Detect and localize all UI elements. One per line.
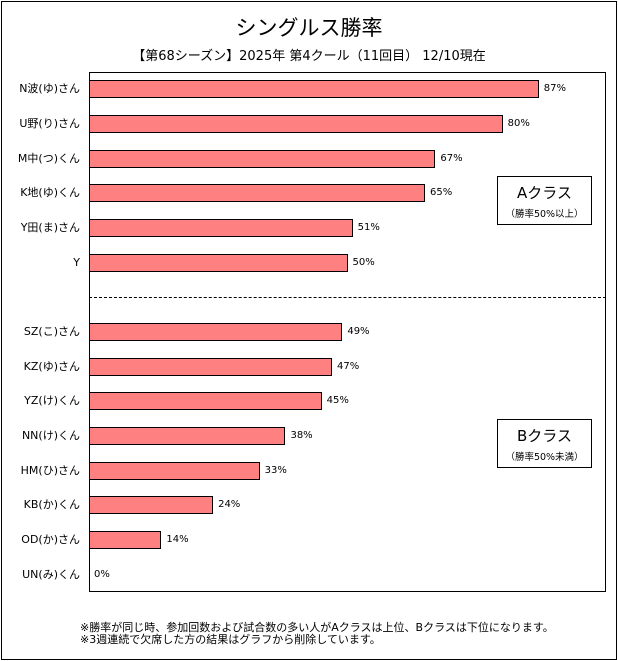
category-label: Y田(ま)さん bbox=[20, 221, 80, 234]
bar bbox=[89, 253, 348, 272]
category-label: UN(み)くん bbox=[22, 567, 80, 581]
category-label: KZ(ゆ)さん bbox=[23, 359, 80, 373]
category-label: KB(か)くん bbox=[23, 498, 80, 512]
category-label: YZ(け)くん bbox=[24, 394, 80, 408]
data-label: 47% bbox=[336, 360, 360, 372]
data-label: 65% bbox=[430, 187, 453, 199]
category-label: N波(ゆ)さん bbox=[19, 82, 80, 96]
class-a-box: Aクラス （勝率50%以上） bbox=[497, 176, 592, 225]
data-label: 33% bbox=[264, 464, 287, 476]
class-a-note: （勝率50%以上） bbox=[505, 209, 584, 220]
category-label: SZ(こ)さん bbox=[23, 325, 80, 338]
category-label: Y bbox=[73, 255, 80, 269]
data-label: 38% bbox=[290, 430, 313, 441]
data-label: 24% bbox=[218, 499, 241, 511]
bar bbox=[89, 427, 286, 445]
bar bbox=[89, 496, 214, 515]
data-label: 67% bbox=[440, 152, 463, 164]
footnote: ※3週連続で欠席した方の結果はグラフから削除しています。 bbox=[80, 633, 381, 646]
bar bbox=[89, 531, 162, 549]
bar bbox=[89, 461, 260, 480]
class-b-box: Bクラス （勝率50%未満） bbox=[497, 418, 592, 468]
class-a-label: Aクラス bbox=[517, 184, 572, 202]
class-divider bbox=[89, 297, 606, 299]
class-b-label: Bクラス bbox=[517, 426, 572, 445]
bar bbox=[89, 184, 426, 203]
bar bbox=[89, 115, 503, 133]
data-label: 50% bbox=[352, 256, 375, 268]
bar bbox=[89, 392, 322, 411]
chart-title: シングルス勝率 bbox=[235, 16, 383, 40]
category-label: M中(つ)くん bbox=[17, 151, 80, 165]
data-label: 14% bbox=[166, 534, 189, 545]
data-label: 87% bbox=[543, 83, 567, 95]
footnote: ※勝率が同じ時、参加回数および試合数の多い人がAクラスは上位、Bクラスは下位にな… bbox=[80, 621, 554, 634]
bar bbox=[89, 149, 436, 168]
chart-subtitle: 【第68シーズン】2025年 第4クール（11回目） 12/10現在 bbox=[132, 49, 486, 64]
category-label: U野(り)さん bbox=[19, 117, 80, 130]
category-label: NN(け)くん bbox=[21, 429, 80, 442]
class-b-note: （勝率50%未満） bbox=[505, 451, 584, 463]
data-label: 80% bbox=[507, 118, 530, 129]
bar bbox=[89, 323, 343, 341]
data-label: 49% bbox=[347, 326, 370, 337]
data-label: 0% bbox=[94, 568, 110, 580]
data-label: 45% bbox=[326, 395, 349, 407]
bar bbox=[89, 357, 332, 376]
bar bbox=[89, 80, 539, 99]
data-label: 51% bbox=[357, 222, 380, 233]
bar bbox=[89, 219, 353, 237]
footnotes: ※勝率が同じ時、参加回数および試合数の多い人がAクラスは上位、Bクラスは下位にな… bbox=[80, 622, 554, 646]
category-label: HM(ひ)さん bbox=[20, 463, 80, 477]
category-label: K地(ゆ)くん bbox=[20, 186, 80, 200]
category-label: OD(か)さん bbox=[21, 533, 80, 546]
